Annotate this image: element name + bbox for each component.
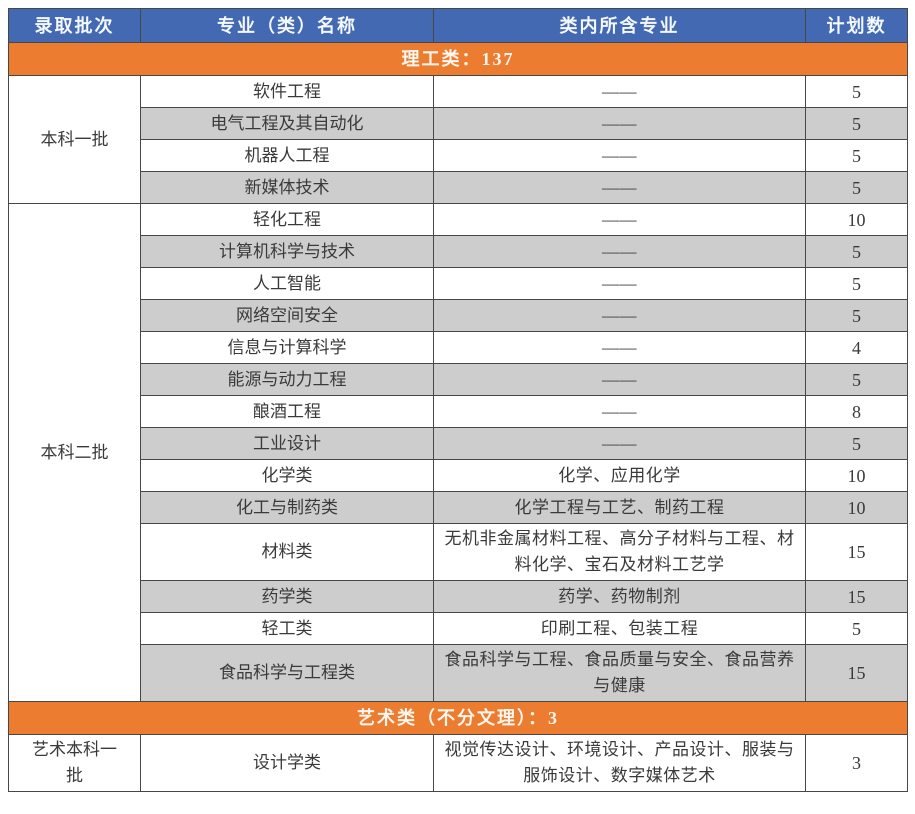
major-cell: 网络空间安全 — [140, 299, 434, 332]
contains-cell: 视觉传达设计、环境设计、产品设计、服装与服饰设计、数字媒体艺术 — [433, 734, 806, 792]
table-row: 食品科学与工程类 食品科学与工程、食品质量与安全、食品营养与健康 15 — [8, 644, 908, 702]
contains-cell: —— — [433, 171, 806, 204]
contains-cell: —— — [433, 331, 806, 364]
plan-cell: 10 — [805, 459, 908, 492]
table-row: 艺术本科一批 设计学类 视觉传达设计、环境设计、产品设计、服装与服饰设计、数字媒体艺… — [8, 734, 908, 792]
contains-cell: 化学、应用化学 — [433, 459, 806, 492]
major-cell: 药学类 — [140, 580, 434, 613]
plan-cell: 5 — [805, 171, 908, 204]
major-cell: 新媒体技术 — [140, 171, 434, 204]
column-header-batch: 录取批次 — [8, 8, 141, 43]
category-banner: 理工类：137 — [8, 42, 908, 76]
contains-cell: 化学工程与工艺、制药工程 — [433, 491, 806, 524]
contains-cell: —— — [433, 395, 806, 428]
column-header-contains: 类内所含专业 — [433, 8, 806, 43]
contains-cell: —— — [433, 139, 806, 172]
column-header-plan: 计划数 — [805, 8, 908, 43]
major-cell: 轻化工程 — [140, 203, 434, 236]
column-header-major: 专业（类）名称 — [140, 8, 434, 43]
table-row: 化工与制药类 化学工程与工艺、制药工程 10 — [8, 491, 908, 524]
table-row: 材料类 无机非金属材料工程、高分子材料与工程、材料化学、宝石及材料工艺学 15 — [8, 523, 908, 581]
table-row: 计算机科学与技术 —— 5 — [8, 235, 908, 268]
plan-cell: 8 — [805, 395, 908, 428]
major-cell: 食品科学与工程类 — [140, 644, 434, 702]
batch-cell: 本科二批 — [8, 203, 141, 702]
admission-plan-table: 录取批次 专业（类）名称 类内所含专业 计划数 理工类：137 本科一批 软件工程 —… — [8, 8, 908, 792]
contains-cell: —— — [433, 363, 806, 396]
plan-cell: 5 — [805, 235, 908, 268]
contains-cell: —— — [433, 75, 806, 108]
category-banner: 艺术类（不分文理）：3 — [8, 701, 908, 735]
table-row: 工业设计 —— 5 — [8, 427, 908, 460]
table-row: 电气工程及其自动化 —— 5 — [8, 107, 908, 140]
table-row: 信息与计算科学 —— 4 — [8, 331, 908, 364]
table-row: 能源与动力工程 —— 5 — [8, 363, 908, 396]
plan-cell: 5 — [805, 363, 908, 396]
batch-label: 本科一批 — [40, 129, 109, 149]
plan-cell: 15 — [805, 523, 908, 581]
table-row: 本科一批 软件工程 —— 5 — [8, 75, 908, 204]
plan-cell: 5 — [805, 267, 908, 300]
plan-cell: 5 — [805, 107, 908, 140]
contains-cell: 印刷工程、包装工程 — [433, 612, 806, 645]
plan-cell: 10 — [805, 491, 908, 524]
major-cell: 信息与计算科学 — [140, 331, 434, 364]
category-banner-row: 艺术类（不分文理）：3 — [8, 701, 908, 735]
major-cell: 机器人工程 — [140, 139, 434, 172]
table-header-row: 录取批次 专业（类）名称 类内所含专业 计划数 — [8, 8, 908, 43]
contains-cell: —— — [433, 299, 806, 332]
major-cell: 化学类 — [140, 459, 434, 492]
major-cell: 化工与制药类 — [140, 491, 434, 524]
contains-cell: —— — [433, 107, 806, 140]
major-cell: 能源与动力工程 — [140, 363, 434, 396]
contains-cell: 无机非金属材料工程、高分子材料与工程、材料化学、宝石及材料工艺学 — [433, 523, 806, 581]
contains-cell: 药学、药物制剂 — [433, 580, 806, 613]
table-row: 化学类 化学、应用化学 10 — [8, 459, 908, 492]
table-row: 本科二批 轻化工程 —— 10 — [8, 203, 908, 702]
table-row: 轻工类 印刷工程、包装工程 5 — [8, 612, 908, 645]
batch-cell: 本科一批 — [8, 75, 141, 204]
contains-cell: 食品科学与工程、食品质量与安全、食品营养与健康 — [433, 644, 806, 702]
plan-cell: 4 — [805, 331, 908, 364]
major-cell: 电气工程及其自动化 — [140, 107, 434, 140]
plan-cell: 15 — [805, 580, 908, 613]
contains-cell: —— — [433, 235, 806, 268]
plan-cell: 5 — [805, 75, 908, 108]
major-cell: 酿酒工程 — [140, 395, 434, 428]
table-row: 酿酒工程 —— 8 — [8, 395, 908, 428]
plan-cell: 3 — [805, 734, 908, 792]
major-cell: 工业设计 — [140, 427, 434, 460]
batch-cell: 艺术本科一批 — [8, 734, 141, 792]
batch-label: 本科二批 — [40, 442, 109, 462]
contains-cell: —— — [433, 203, 806, 236]
plan-cell: 5 — [805, 612, 908, 645]
category-banner-row: 理工类：137 — [8, 42, 908, 76]
plan-cell: 15 — [805, 644, 908, 702]
major-cell: 材料类 — [140, 523, 434, 581]
major-cell: 设计学类 — [140, 734, 434, 792]
table-body: 理工类：137 本科一批 软件工程 —— 5 电气工程及其自动化 —— 5 机器人工程 —— 5 新媒… — [8, 42, 908, 792]
table-row: 人工智能 —— 5 — [8, 267, 908, 300]
plan-cell: 5 — [805, 139, 908, 172]
table-row: 机器人工程 —— 5 — [8, 139, 908, 172]
plan-cell: 5 — [805, 427, 908, 460]
plan-cell: 5 — [805, 299, 908, 332]
plan-cell: 10 — [805, 203, 908, 236]
contains-cell: —— — [433, 427, 806, 460]
major-cell: 轻工类 — [140, 612, 434, 645]
major-cell: 人工智能 — [140, 267, 434, 300]
major-cell: 软件工程 — [140, 75, 434, 108]
table-row: 药学类 药学、药物制剂 15 — [8, 580, 908, 613]
contains-cell: —— — [433, 267, 806, 300]
batch-label: 艺术本科一批 — [32, 740, 117, 785]
major-cell: 计算机科学与技术 — [140, 235, 434, 268]
table-row: 新媒体技术 —— 5 — [8, 171, 908, 204]
table-row: 网络空间安全 —— 5 — [8, 299, 908, 332]
